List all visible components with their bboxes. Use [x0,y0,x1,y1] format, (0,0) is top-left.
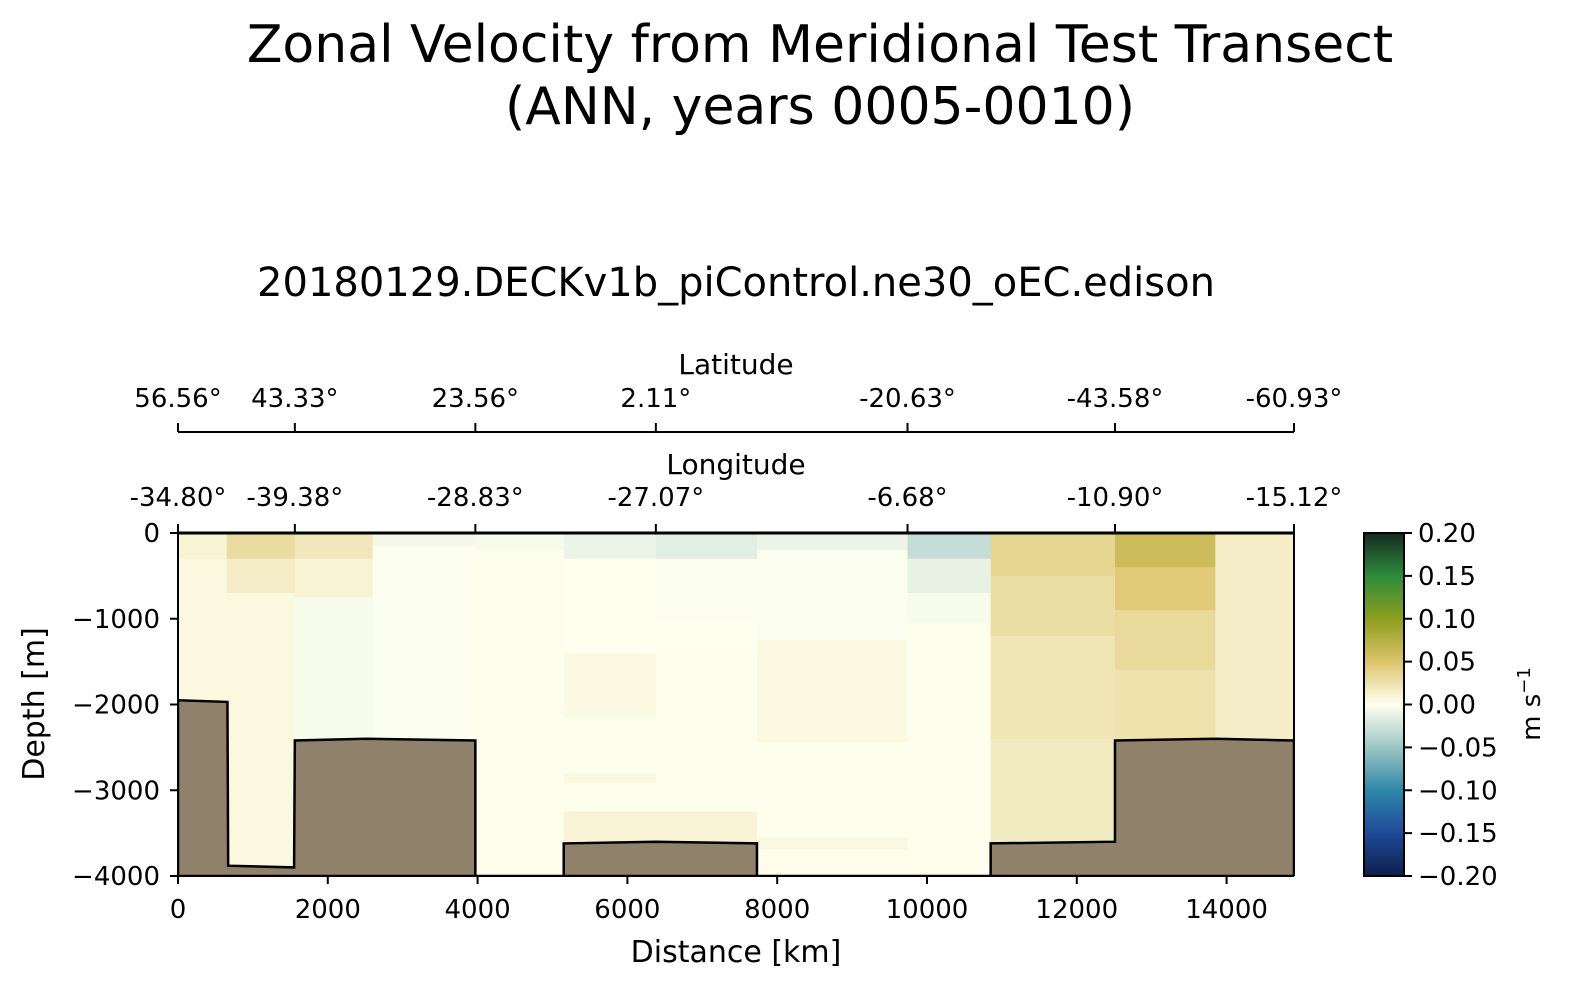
y-tick-label: −2000 [72,691,160,721]
colorbar-tick-label: 0.05 [1418,648,1476,678]
longitude-tick-label: -28.83° [427,483,524,513]
x-tick-label: 8000 [744,895,810,925]
latitude-tick-label: 2.11° [620,384,691,414]
velocity-cell [178,533,228,560]
velocity-cell [475,533,565,551]
colorbar-tick-label: −0.20 [1418,862,1498,892]
longitude-tick-label: -6.68° [867,483,947,513]
velocity-cell [756,837,909,850]
x-axis-ticks: 0 2000 4000 6000 8000 10000 12000 14000 [170,876,1268,925]
latitude-tick-label: -60.93° [1246,384,1343,414]
velocity-cell [563,783,657,813]
velocity-cell [1114,610,1216,671]
velocity-cell [756,533,909,551]
velocity-cell [655,653,758,813]
bathymetry-fill [178,698,1294,876]
velocity-cell [990,635,1116,740]
velocity-cell [990,533,1116,577]
velocity-cell [907,533,992,560]
velocity-cell [226,593,296,876]
longitude-tick-label: -15.12° [1246,483,1343,513]
velocity-cell [907,558,992,594]
x-tick-label: 0 [170,895,187,925]
latitude-tick-label: 23.56° [432,384,519,414]
latitude-tick-label: 43.33° [251,384,338,414]
velocity-cell [563,533,657,560]
x-tick-label: 2000 [295,895,361,925]
x-tick-label: 12000 [1035,895,1118,925]
x-tick-label: 4000 [445,895,511,925]
velocity-cell [294,533,374,560]
velocity-cell [655,618,758,654]
y-axis-ticks: 0 −1000 −2000 −3000 −4000 [72,519,178,892]
colorbar-tick-label: 0.00 [1418,691,1476,721]
latitude-tick-label: -43.58° [1067,384,1164,414]
longitude-tick-label: -10.90° [1067,483,1164,513]
velocity-cell [756,743,909,839]
longitude-ticks: -34.80° -39.38° -28.83° -27.07° -6.68° -10.90… [130,483,1343,533]
velocity-cell [563,773,657,784]
velocity-cell [563,558,657,654]
velocity-cell [655,558,758,620]
latitude-tick-label: -20.63° [859,384,956,414]
velocity-cell [226,533,296,560]
velocity-cell [990,575,1116,637]
colorbar-label-units: m s [1517,694,1547,741]
velocity-cell [756,550,909,641]
x-tick-label: 14000 [1185,895,1268,925]
colorbar-tick-label: −0.10 [1418,776,1498,806]
colorbar-label-exponent: −1 [1514,667,1535,694]
colorbar-tick-label: 0.20 [1418,519,1476,549]
colorbar-tick-label: 0.15 [1418,562,1476,592]
velocity-cell [294,558,374,598]
longitude-axis-label: Longitude [666,448,805,481]
velocity-cell [1114,567,1216,611]
x-tick-label: 10000 [886,895,969,925]
velocity-cell [655,533,758,560]
longitude-tick-label: -27.07° [607,483,704,513]
latitude-ticks: 56.56° 43.33° 23.56° 2.11° -20.63° -43.58° -60… [134,384,1342,432]
velocity-cell [563,653,657,718]
chart-subtitle: 20180129.DECKv1b_piControl.ne30_oEC.edis… [257,260,1215,306]
velocity-cell [1114,533,1216,568]
velocity-cell [563,717,657,774]
longitude-tick-label: -34.80° [130,483,227,513]
latitude-axis-label: Latitude [678,348,793,381]
velocity-cell [907,623,992,876]
velocity-cell [226,558,296,594]
velocity-cell [372,533,476,547]
velocity-cell [756,640,909,744]
longitude-tick-label: -39.38° [246,483,343,513]
velocity-cell [1114,670,1216,744]
velocity-cell [372,545,476,748]
x-axis-label: Distance [km] [631,935,842,970]
figure-title-line2: (ANN, years 0005-0010) [505,77,1135,137]
colorbar-ticks: 0.20 0.15 0.10 0.05 0.00 −0.05 −0.10 −0.15 −0.20 [1404,519,1498,892]
colorbar-tick-label: 0.10 [1418,605,1476,635]
y-tick-label: −1000 [72,605,160,635]
colorbar-label: m s−1 [1514,667,1547,741]
x-tick-label: 6000 [594,895,660,925]
y-tick-label: −3000 [72,776,160,806]
velocity-cell [294,597,374,748]
latitude-tick-label: 56.56° [134,384,221,414]
figure-title-line1: Zonal Velocity from Meridional Test Tran… [247,15,1393,75]
y-tick-label: −4000 [72,862,160,892]
velocity-cell [990,738,1116,851]
colorbar-tick-label: −0.05 [1418,733,1498,763]
velocity-cell [1215,533,1294,744]
velocity-cell [907,593,992,624]
colorbar [1363,532,1405,877]
colorbar-tick-label: −0.15 [1418,819,1498,849]
y-axis-label: Depth [m] [17,627,52,781]
y-tick-label: 0 [143,519,160,549]
velocity-cell [475,550,565,876]
